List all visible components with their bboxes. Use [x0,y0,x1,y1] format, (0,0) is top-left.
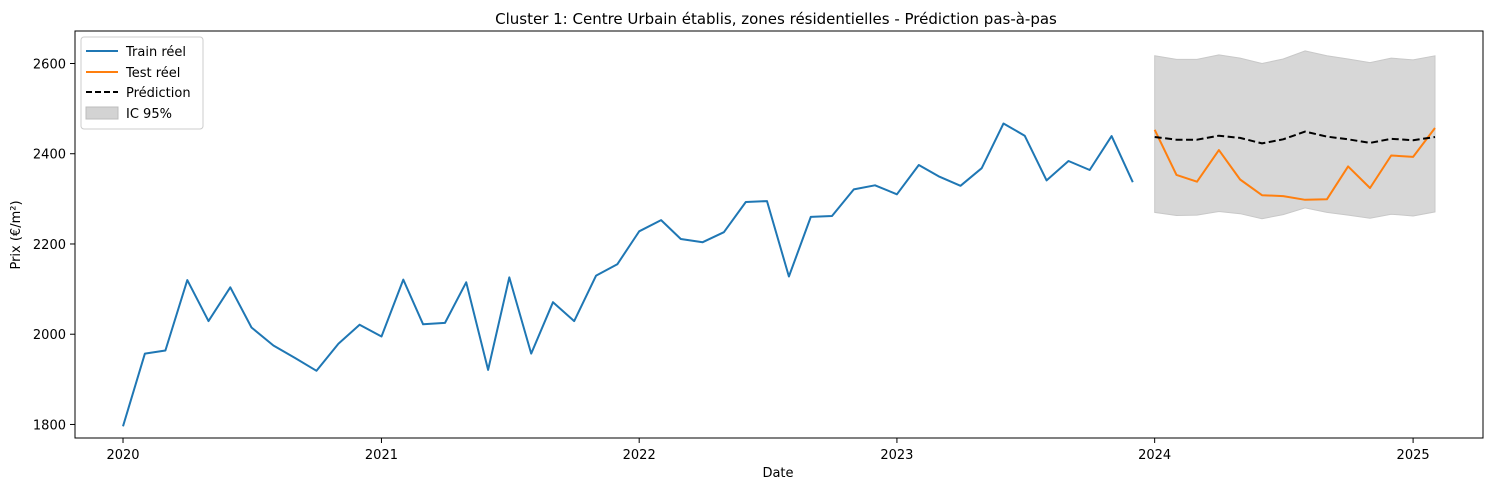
legend-swatch-ci [85,106,119,120]
y-tick-label: 2000 [33,328,66,343]
legend-label-train: Train réel [125,45,186,60]
x-axis: 2020 2021 2022 2023 2024 2025 [106,438,1430,463]
legend-box [80,36,204,130]
plot-frame [74,30,1484,439]
y-tick-label: 2200 [33,238,66,253]
x-tick-label: 2021 [365,448,398,463]
y-axis: 1800 2000 2200 2400 2600 [33,57,75,433]
legend: Train réel Test réel Prédiction IC 95% [80,36,204,130]
legend-label-test: Test réel [125,66,180,81]
legend-label-prediction: Prédiction [126,86,191,101]
x-tick-label: 2022 [623,448,656,463]
y-tick-label: 1800 [33,418,66,433]
x-axis-label: Date [762,466,793,481]
y-tick-label: 2600 [33,57,66,72]
y-tick-label: 2400 [33,148,66,163]
y-axis-label: Prix (€/m²) [9,200,24,269]
chart-title: Cluster 1: Centre Urbain établis, zones … [495,10,1057,28]
series-line-prediction [1154,130,1436,145]
series-line-train-reel [122,122,1134,427]
x-tick-label: 2024 [1138,448,1171,463]
series-layer [122,122,1436,427]
legend-label-ci: IC 95% [126,107,172,122]
x-tick-label: 2020 [106,448,139,463]
x-tick-label: 2023 [880,448,913,463]
x-tick-label: 2025 [1397,448,1430,463]
series-line-test-reel [1153,127,1436,201]
